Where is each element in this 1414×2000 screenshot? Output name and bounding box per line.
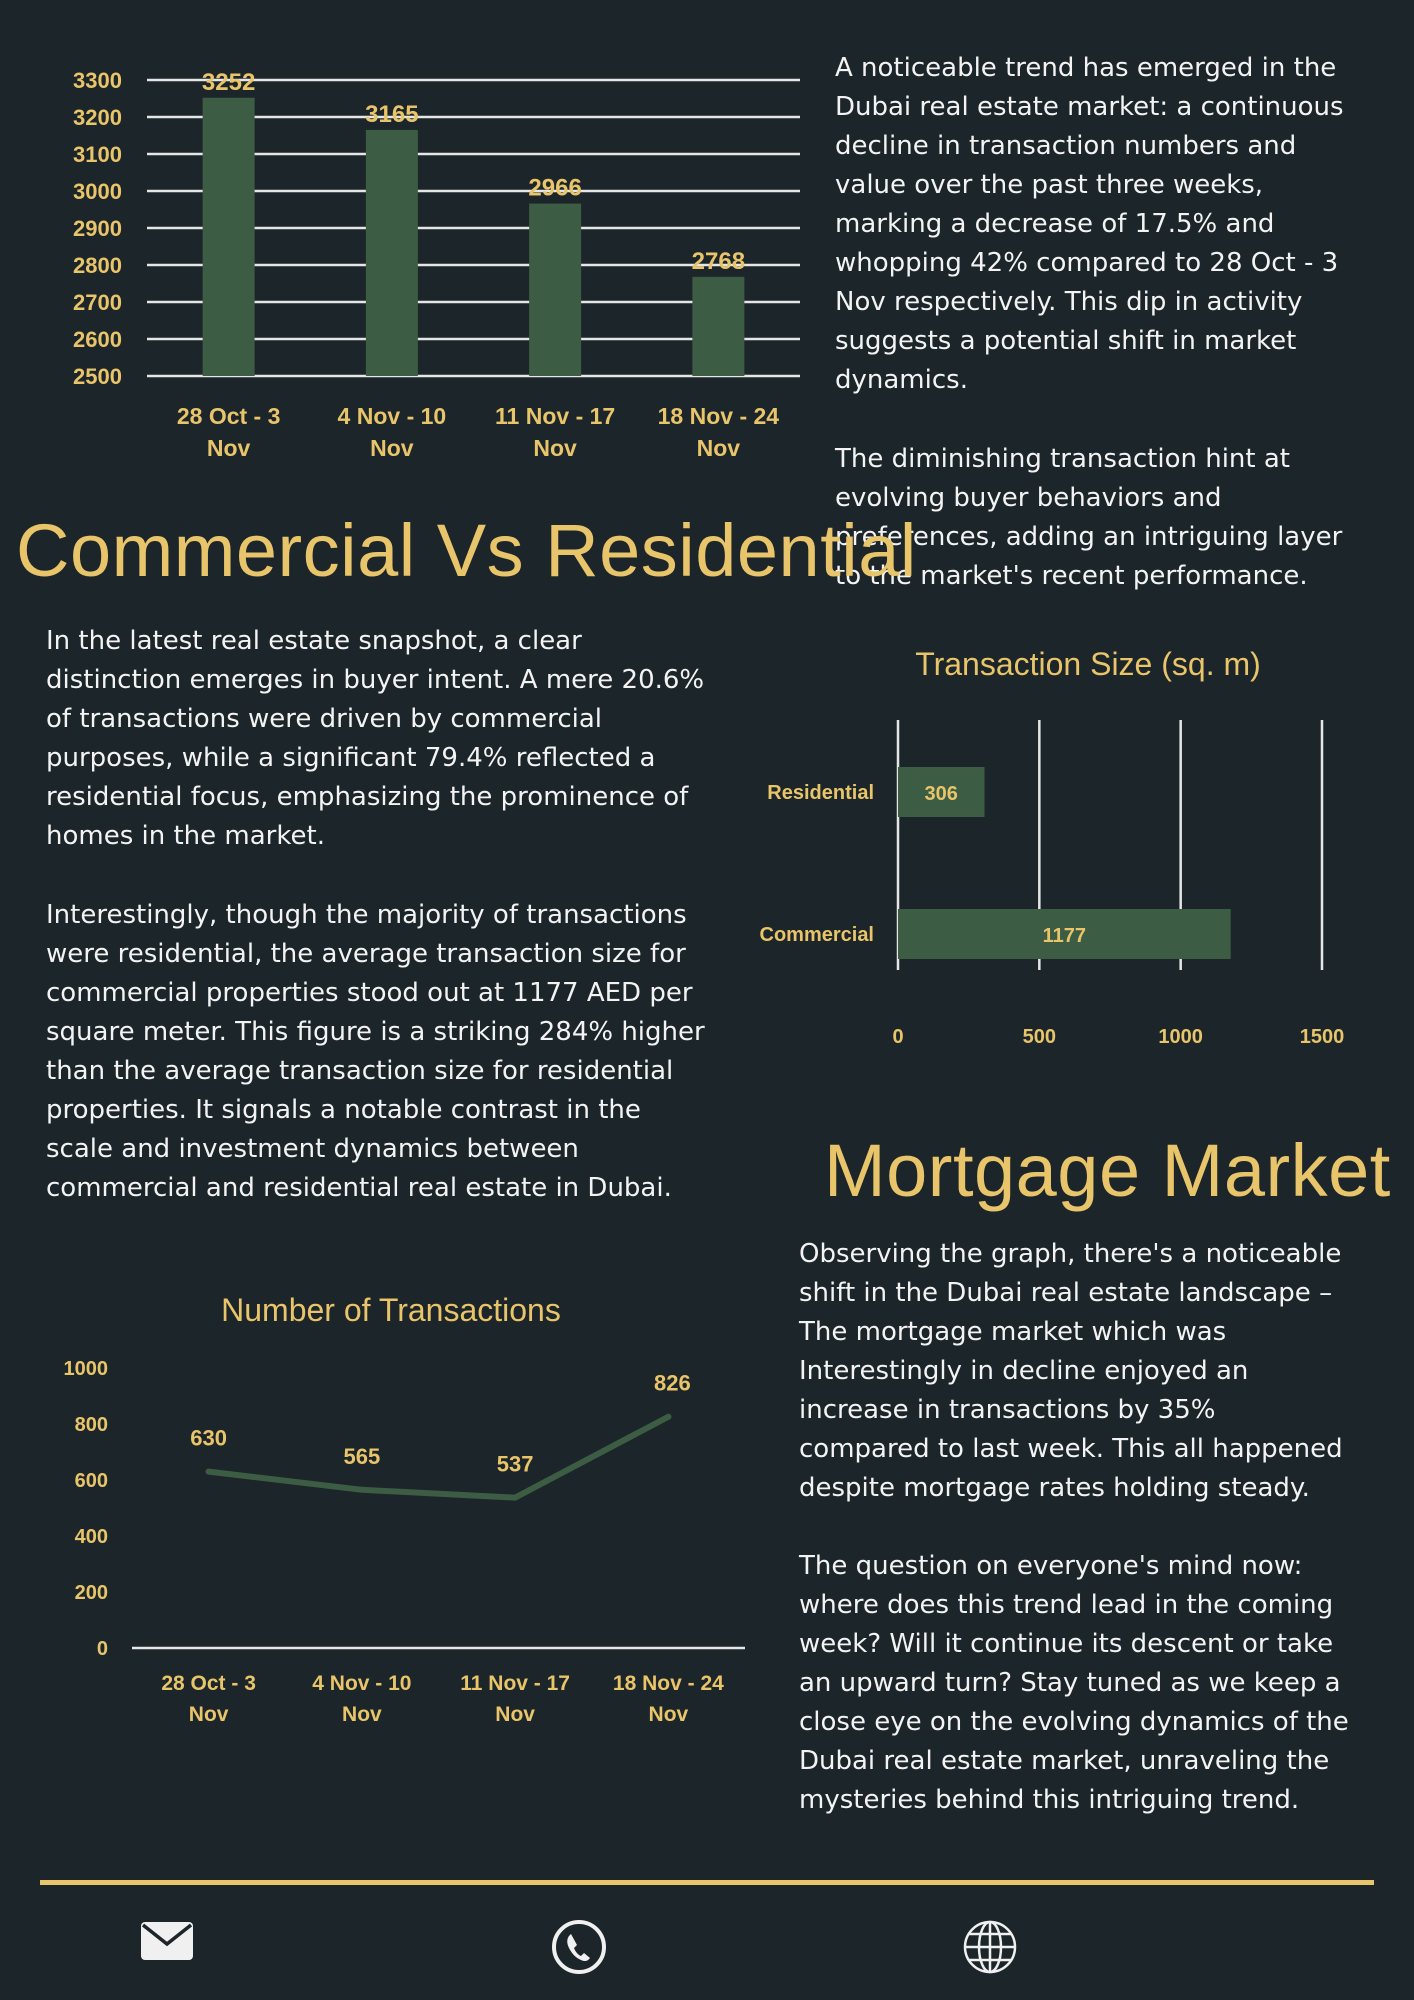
bar [529,203,582,376]
globe-icon[interactable] [960,1917,1020,1977]
phone-icon[interactable] [549,1917,609,1977]
x-tick-label: Nov [697,435,741,461]
y-tick-label: 2800 [73,253,122,278]
x-tick-label: Nov [207,435,251,461]
y-tick-label: 0 [97,1638,108,1660]
x-tick-label: 500 [1023,1026,1056,1048]
x-tick-label: Nov [189,1703,229,1726]
x-tick-label: 1000 [1158,1026,1203,1048]
x-tick-label: 28 Oct - 3 [161,1672,256,1695]
y-tick-label: 800 [75,1414,108,1436]
mortgage-market-heading: Mortgage Market [824,1129,1391,1212]
bar [898,767,985,817]
transaction-size-bar-chart: 0 500 1000 1500 306 Residential 1177 Commercial [760,720,1345,1048]
footer-divider [40,1880,1374,1885]
intro-paragraph-2: The diminishing transaction hint at evol… [835,444,1343,591]
bar-data-label: 3165 [365,101,418,128]
point-data-label: 537 [497,1452,534,1477]
commercial-vs-residential-heading: Commercial Vs Residential [16,509,917,592]
data-point [358,1486,365,1493]
x-tick-label: 18 Nov - 24 [658,403,780,429]
y-tick-label: 400 [75,1526,108,1548]
y-tick-label: 3200 [73,105,122,130]
x-tick-label: Nov [533,435,577,461]
x-tick-label: 11 Nov - 17 [460,1672,570,1695]
x-tick-label: Nov [649,1703,689,1726]
y-tick-label: 600 [75,1470,108,1492]
x-tick-label: 4 Nov - 10 [312,1672,411,1695]
y-tick-label: 2900 [73,216,122,241]
y-category-label: Residential [767,782,874,804]
bar-data-label: 306 [925,783,958,805]
y-tick-label: 2500 [73,364,122,389]
x-tick-label: 1500 [1300,1026,1345,1048]
y-tick-label: 3000 [73,179,122,204]
mortgage-paragraph-2: The question on everyone's mind now: whe… [799,1551,1349,1815]
x-tick-label: 11 Nov - 17 [495,403,615,429]
data-point [665,1413,672,1420]
x-tick-label: Nov [342,1703,382,1726]
x-tick-label: Nov [495,1703,535,1726]
point-data-label: 630 [190,1426,227,1451]
number-of-transactions-chart-title: Number of Transactions [221,1292,561,1328]
transaction-size-chart-title: Transaction Size (sq. m) [915,646,1261,682]
envelope-icon[interactable] [137,1912,197,1972]
x-tick-label: 4 Nov - 10 [338,403,447,429]
point-data-label: 826 [654,1371,691,1396]
y-tick-label: 3300 [73,68,122,93]
bar-data-label: 1177 [1043,925,1086,947]
number-of-transactions-line-chart: 0 200 400 600 800 1000 630 28 Oct - 3 Nov 565 4 No… [64,1358,745,1726]
series-line [205,1413,672,1501]
point-data-label: 565 [344,1444,381,1469]
bar-data-label: 3252 [202,69,255,96]
commercial-residential-paragraph-2: Interestingly, though the majority of tr… [46,900,705,1203]
bar [202,97,255,376]
bar [365,129,418,376]
y-tick-label: 2700 [73,290,122,315]
bar-data-label: 2966 [528,175,581,202]
commercial-residential-paragraph-1: In the latest real estate snapshot, a cl… [46,626,705,851]
y-category-label: Commercial [760,924,875,946]
x-tick-label: 0 [892,1026,903,1048]
data-point [512,1494,519,1501]
bar-data-label: 2768 [692,248,745,275]
y-tick-label: 1000 [64,1358,109,1380]
y-tick-label: 2600 [73,327,122,352]
bar [898,909,1231,959]
data-point [205,1468,212,1475]
x-tick-label: 28 Oct - 3 [177,403,281,429]
intro-paragraph-1: A noticeable trend has emerged in the Du… [835,53,1344,395]
bar [692,276,745,376]
y-tick-label: 3100 [73,142,122,167]
mortgage-paragraph-1: Observing the graph, there's a noticeabl… [799,1239,1343,1503]
x-tick-label: Nov [370,435,414,461]
y-tick-label: 200 [75,1582,108,1604]
weekly-transactions-bar-chart: 2500 2600 2700 2800 2900 3000 3100 3200 3300 3252… [73,68,800,461]
x-tick-label: 18 Nov - 24 [613,1672,724,1695]
